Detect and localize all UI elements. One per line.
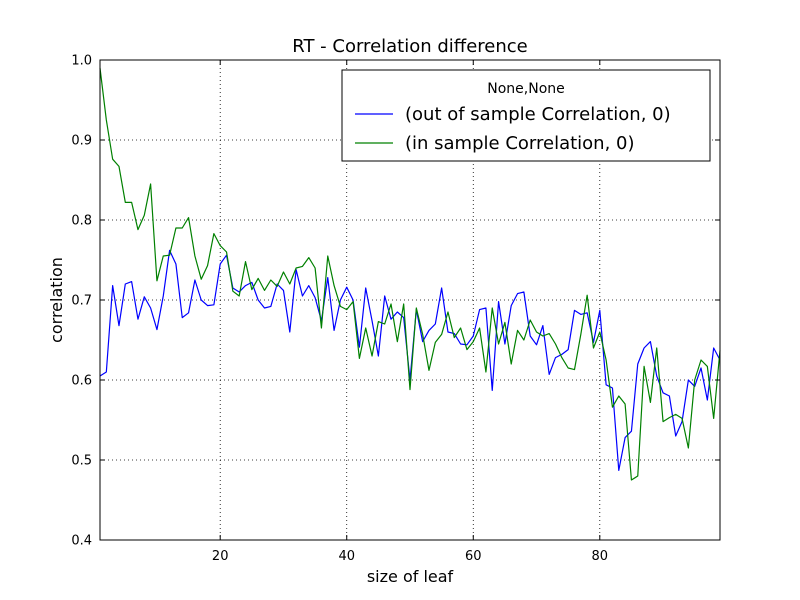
series-line-in-sample (99, 67, 721, 481)
x-tick-label: 40 (338, 549, 355, 564)
series-line-out-of-sample (99, 249, 721, 471)
legend-label-out-of-sample: (out of sample Correlation, 0) (405, 104, 671, 125)
legend-box (341, 69, 711, 162)
y-tick-label: 0.4 (71, 534, 92, 549)
x-tick-label: 80 (592, 549, 609, 564)
y-tick-label: 0.7 (71, 294, 92, 309)
chart-title: RT - Correlation difference (292, 36, 527, 57)
y-tick-label: 1.0 (71, 54, 92, 69)
y-axis-label: correlation (47, 257, 66, 343)
x-tick-label: 20 (212, 549, 229, 564)
y-tick-label: 0.5 (71, 454, 92, 469)
x-tick-label: 60 (465, 549, 482, 564)
tick-layer: 20 40 60 80 0.4 0.5 0.6 0.7 0.8 0.9 1.0 (71, 54, 720, 564)
y-tick-label: 0.8 (71, 214, 92, 229)
y-tick-label: 0.6 (71, 374, 92, 389)
y-tick-label: 0.9 (71, 134, 92, 149)
legend-label-in-sample: (in sample Correlation, 0) (405, 133, 635, 154)
series-layer (99, 67, 721, 481)
legend: None,None (out of sample Correlation, 0)… (341, 69, 711, 162)
legend-title: None,None (487, 81, 565, 97)
x-axis-label: size of leaf (367, 567, 454, 586)
